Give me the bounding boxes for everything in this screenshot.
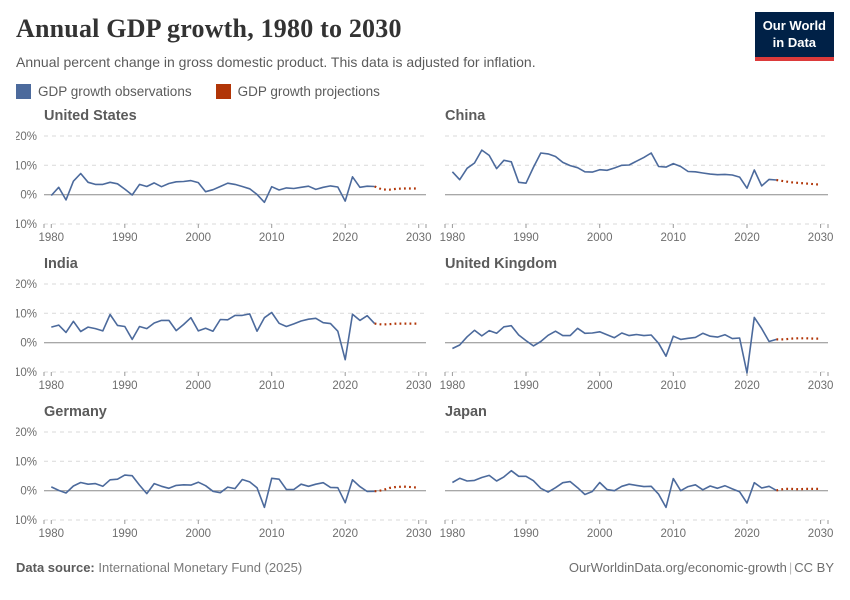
x-tick-label: 2020: [734, 232, 760, 244]
chart-title-india: India: [44, 256, 78, 273]
x-tick-label: 1980: [440, 232, 465, 244]
chart-title-japan: Japan: [445, 404, 487, 421]
legend-item-projections: GDP growth projections: [215, 84, 380, 100]
x-tick-label: 2020: [332, 380, 358, 392]
x-tick-label: 2000: [587, 232, 613, 244]
chart-plot-china: 1980 1990 2000 2010 2020 2030: [440, 135, 834, 244]
x-tick-label: 1980: [440, 528, 465, 540]
footer-links: OurWorldinData.org/economic-growth | CC BY: [569, 560, 834, 575]
x-tick-label: 1990: [112, 232, 138, 244]
x-tick-label: 2020: [332, 528, 358, 540]
chart-panel-india: India 1980 1990 2000 2010 2020 2030 20% 10% 0% -10…: [16, 254, 432, 400]
data-source-value: International Monetary Fund (2025): [98, 560, 303, 576]
observations-line: [50, 474, 375, 509]
x-tick-label: 2020: [332, 232, 358, 244]
x-tick-label: 1990: [112, 380, 138, 392]
y-tick-label: 0%: [20, 338, 37, 350]
x-tick-label: 2030: [808, 232, 834, 244]
data-source: Data source: International Monetary Fund…: [16, 560, 302, 575]
charts-grid: United States 1980 1990 2000 2010 2020 2030 20%…: [16, 106, 834, 548]
chart-plot-india: 1980 1990 2000 2010 2020 2030 20% 10% 0% -10%: [16, 279, 432, 392]
projections-line: [776, 487, 821, 492]
y-tick-label: -10%: [16, 367, 37, 379]
y-tick-label: 0%: [20, 190, 37, 202]
x-tick-label: 2010: [661, 232, 687, 244]
x-tick-label: 2000: [186, 528, 212, 540]
observations-swatch-icon: [16, 84, 31, 100]
data-source-label: Data source:: [16, 560, 95, 576]
license-link[interactable]: CC BY: [794, 560, 834, 576]
page-title: Annual GDP growth, 1980 to 2030: [16, 14, 402, 43]
x-tick-label: 2010: [259, 232, 285, 244]
legend: GDP growth observations GDP growth proje…: [16, 84, 834, 100]
y-tick-label: 10%: [16, 456, 37, 468]
x-tick-label: 2030: [808, 380, 834, 392]
chart-plot-japan: 1980 1990 2000 2010 2020 2030: [440, 431, 834, 540]
projections-line: [374, 185, 419, 191]
y-tick-label: 20%: [16, 427, 37, 439]
footer-separator: |: [788, 560, 793, 576]
footer: Data source: International Monetary Fund…: [16, 560, 834, 575]
projections-line: [776, 178, 821, 186]
y-tick-label: -10%: [16, 515, 37, 527]
x-tick-label: 2020: [734, 528, 760, 540]
chart-panel-germany: Germany 1980 1990 2000 2010 2020 2030 20% 10% 0% -…: [16, 402, 432, 548]
x-tick-label: 2020: [734, 380, 760, 392]
chart-panel-japan: Japan 1980 1990 2000 2010 2020 2030: [440, 402, 834, 548]
x-tick-label: 2030: [406, 528, 432, 540]
y-tick-label: 0%: [20, 486, 37, 498]
x-tick-label: 2000: [587, 380, 613, 392]
legend-item-observations: GDP growth observations: [16, 84, 192, 100]
x-tick-label: 2030: [406, 380, 432, 392]
x-tick-label: 2000: [186, 232, 212, 244]
owid-logo[interactable]: Our World in Data: [754, 12, 834, 61]
x-tick-label: 2000: [587, 528, 613, 540]
chart-title-united-states: United States: [44, 108, 137, 125]
observations-line: [452, 469, 777, 509]
chart-plot-germany: 1980 1990 2000 2010 2020 2030 20% 10% 0% -10%: [16, 427, 432, 540]
x-tick-label: 1980: [440, 380, 465, 392]
chart-panel-united-states: United States 1980 1990 2000 2010 2020 2030 20%…: [16, 106, 432, 252]
x-tick-label: 1990: [513, 380, 539, 392]
chart-panel-china: China 1980 1990 2000 2010 2020 2030: [440, 106, 834, 252]
y-tick-label: 20%: [16, 131, 37, 143]
legend-label-observations: GDP growth observations: [38, 84, 192, 100]
x-tick-label: 2010: [661, 528, 687, 540]
x-tick-label: 2000: [186, 380, 212, 392]
chart-title-united-kingdom: United Kingdom: [445, 256, 557, 273]
x-tick-label: 1980: [39, 232, 65, 244]
x-tick-label: 2030: [406, 232, 432, 244]
projections-swatch-icon: [215, 84, 231, 100]
x-tick-label: 1990: [513, 528, 539, 540]
chart-plot-united-states: 1980 1990 2000 2010 2020 2030 20% 10% 0% -10%: [16, 131, 432, 244]
chart-title-germany: Germany: [44, 404, 107, 421]
y-tick-label: 10%: [16, 160, 37, 172]
y-tick-label: -10%: [16, 219, 37, 231]
chart-subtitle: Annual percent change in gross domestic …: [16, 53, 536, 70]
x-tick-label: 1990: [513, 232, 539, 244]
projections-line: [374, 322, 419, 326]
observations-line: [50, 172, 375, 204]
owid-logo-line2: in Data: [772, 34, 817, 50]
owid-logo-line1: Our World: [762, 18, 826, 33]
x-tick-label: 1980: [39, 380, 65, 392]
chart-plot-united-kingdom: 1980 1990 2000 2010 2020 2030: [440, 283, 834, 392]
observations-line: [452, 316, 777, 374]
x-tick-label: 2010: [661, 380, 687, 392]
observations-line: [451, 149, 777, 190]
x-tick-label: 2010: [259, 528, 285, 540]
chart-title-china: China: [445, 108, 486, 125]
y-tick-label: 20%: [16, 279, 37, 291]
y-tick-label: 10%: [16, 308, 37, 320]
observations-line: [51, 311, 376, 361]
owid-url-link[interactable]: OurWorldinData.org/economic-growth: [568, 560, 787, 576]
x-tick-label: 2010: [259, 380, 285, 392]
x-tick-label: 1990: [112, 528, 138, 540]
projections-line: [776, 337, 821, 341]
x-tick-label: 1980: [39, 528, 65, 540]
legend-label-projections: GDP growth projections: [237, 84, 380, 100]
x-tick-label: 2030: [808, 528, 834, 540]
chart-panel-united-kingdom: United Kingdom 1980 1990 2000 2010 2020 2030: [440, 254, 834, 400]
